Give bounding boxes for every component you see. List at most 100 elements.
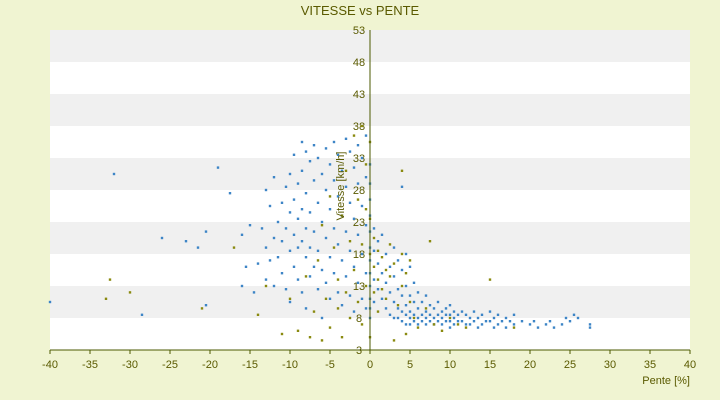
y-tick-label: 43 (353, 89, 365, 101)
x-tick-label: 40 (684, 359, 696, 371)
data-point-olive (392, 262, 396, 265)
data-point-blue (588, 326, 592, 329)
data-point-blue (416, 316, 420, 320)
data-point-blue (432, 307, 436, 310)
data-point-blue (284, 227, 288, 230)
data-point-blue (320, 316, 324, 320)
data-point-blue (532, 320, 536, 323)
data-point-blue (364, 224, 368, 227)
data-point-olive (388, 243, 392, 246)
data-point-blue (480, 313, 484, 316)
data-point-olive (400, 284, 404, 288)
data-point-olive (440, 329, 444, 332)
data-point-blue (204, 304, 208, 307)
data-point-blue (292, 153, 296, 156)
data-point-blue (536, 326, 540, 329)
data-point-blue (268, 204, 272, 208)
data-point-blue (388, 265, 392, 268)
data-point-blue (492, 326, 496, 329)
y-tick-label: 48 (353, 57, 365, 69)
data-point-blue (384, 252, 388, 256)
data-point-blue (312, 230, 316, 233)
data-point-blue (244, 265, 248, 268)
y-axis-label: Vitesse [km/h] (335, 152, 347, 221)
data-point-blue (456, 313, 460, 316)
data-point-olive (404, 272, 408, 275)
data-point-blue (364, 176, 368, 179)
data-point-blue (548, 320, 552, 323)
data-point-blue (464, 323, 468, 326)
data-point-blue (380, 297, 384, 300)
data-point-blue (424, 310, 428, 313)
data-point-blue (588, 323, 592, 326)
data-point-blue (424, 323, 428, 326)
x-tick-label: -30 (122, 359, 138, 371)
data-point-blue (184, 240, 188, 243)
x-axis-ticks: -40 -35 -30 -25 -20 -15 -10 -5 0 5 10 15 20 25 30 35 40 (42, 350, 696, 371)
data-point-blue (404, 313, 408, 316)
data-point-olive (308, 336, 312, 339)
data-point-blue (324, 281, 328, 284)
data-point-olive (388, 275, 392, 278)
y-tick-label: 23 (353, 217, 365, 229)
data-point-blue (564, 316, 568, 320)
data-point-olive (380, 256, 384, 259)
data-point-blue (488, 310, 492, 313)
data-point-olive (348, 316, 352, 320)
data-point-blue (428, 320, 432, 323)
data-point-blue (416, 323, 420, 326)
data-point-blue (296, 246, 300, 249)
data-point-blue (204, 230, 208, 233)
data-point-blue (292, 198, 296, 201)
data-point-olive (372, 291, 376, 294)
data-point-blue (360, 297, 364, 300)
data-point-blue (476, 326, 480, 329)
data-point-blue (112, 172, 116, 176)
data-point-blue (140, 313, 144, 316)
data-point-blue (292, 233, 296, 236)
data-point-olive (200, 307, 204, 310)
data-point-blue (352, 265, 356, 268)
data-point-blue (288, 172, 292, 176)
y-tick-label: 13 (353, 281, 365, 293)
data-point-blue (328, 163, 332, 166)
data-point-blue (348, 294, 352, 297)
x-tick-label: 10 (444, 359, 456, 371)
y-tick-label: 53 (353, 25, 365, 37)
data-point-blue (312, 265, 316, 268)
data-point-blue (448, 326, 452, 329)
data-point-blue (256, 262, 260, 265)
data-point-blue (352, 217, 356, 220)
data-point-blue (376, 240, 380, 243)
data-point-blue (444, 307, 448, 310)
data-point-blue (452, 323, 456, 326)
data-point-olive (372, 265, 376, 268)
data-point-olive (380, 288, 384, 291)
data-point-blue (352, 166, 356, 169)
data-point-blue (396, 288, 400, 291)
data-point-blue (452, 316, 456, 320)
data-point-blue (464, 313, 468, 316)
data-point-blue (308, 211, 312, 214)
data-point-blue (352, 310, 356, 313)
x-tick-label: -20 (202, 359, 218, 371)
data-point-blue (408, 265, 412, 268)
data-point-blue (288, 211, 292, 214)
y-tick-label: 3 (356, 345, 362, 357)
data-point-blue (280, 272, 284, 275)
data-point-blue (552, 326, 556, 329)
data-point-blue (448, 320, 452, 323)
data-point-blue (392, 316, 396, 320)
data-point-blue (340, 259, 344, 262)
data-point-blue (468, 316, 472, 320)
data-point-olive (128, 291, 132, 294)
data-point-blue (440, 323, 444, 326)
data-point-blue (372, 249, 376, 252)
data-point-blue (388, 291, 392, 294)
data-point-blue (504, 326, 508, 329)
data-point-blue (332, 227, 336, 230)
data-point-blue (460, 320, 464, 323)
data-point-blue (304, 256, 308, 259)
data-point-blue (348, 150, 352, 153)
data-point-blue (264, 278, 268, 281)
